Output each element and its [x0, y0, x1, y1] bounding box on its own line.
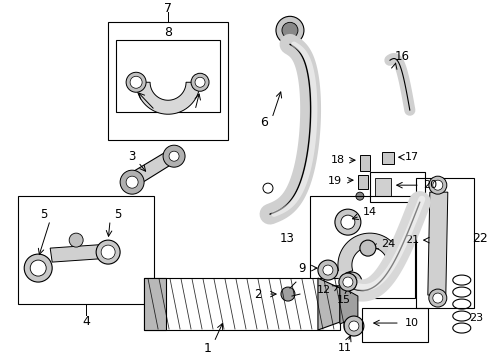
Text: 6: 6: [260, 116, 268, 129]
Circle shape: [433, 180, 443, 190]
Circle shape: [318, 260, 338, 280]
Circle shape: [429, 289, 447, 307]
Text: 4: 4: [82, 315, 90, 328]
Circle shape: [24, 254, 52, 282]
Text: 17: 17: [405, 152, 419, 162]
Text: 8: 8: [164, 26, 172, 39]
Circle shape: [360, 240, 376, 256]
Circle shape: [343, 277, 353, 287]
Polygon shape: [340, 286, 358, 324]
Text: 5: 5: [41, 208, 48, 221]
Circle shape: [335, 209, 361, 235]
Text: 10: 10: [405, 318, 419, 328]
Circle shape: [120, 170, 144, 194]
Circle shape: [429, 176, 447, 194]
Circle shape: [323, 265, 333, 275]
Polygon shape: [136, 82, 200, 114]
Circle shape: [349, 321, 359, 331]
Text: 3: 3: [128, 150, 136, 163]
Bar: [358, 175, 368, 189]
Text: 16: 16: [394, 50, 409, 63]
Circle shape: [126, 72, 146, 92]
Circle shape: [191, 73, 209, 91]
Circle shape: [69, 233, 83, 247]
Circle shape: [96, 240, 120, 264]
Circle shape: [126, 176, 138, 188]
Bar: [416, 178, 474, 308]
Bar: [18, 196, 154, 304]
Polygon shape: [318, 278, 340, 330]
Circle shape: [356, 192, 364, 200]
Circle shape: [341, 215, 355, 229]
Text: 12: 12: [317, 285, 331, 295]
Text: 18: 18: [331, 155, 345, 165]
Bar: [362, 308, 428, 342]
Circle shape: [263, 183, 273, 193]
Text: 22: 22: [472, 231, 488, 244]
Bar: [360, 155, 370, 171]
Text: 1: 1: [204, 342, 212, 355]
Text: 9: 9: [298, 262, 306, 275]
Polygon shape: [428, 192, 448, 295]
Polygon shape: [338, 233, 400, 275]
Circle shape: [163, 145, 185, 167]
Text: 14: 14: [363, 207, 377, 217]
Circle shape: [130, 76, 142, 88]
Circle shape: [30, 260, 46, 276]
Bar: [108, 22, 228, 140]
Text: 5: 5: [115, 208, 122, 221]
Circle shape: [342, 272, 362, 292]
Text: 23: 23: [469, 313, 483, 323]
Polygon shape: [121, 148, 181, 190]
Circle shape: [276, 16, 304, 44]
Text: 20: 20: [423, 180, 437, 190]
Text: 24: 24: [381, 239, 395, 249]
Text: 7: 7: [164, 2, 172, 15]
Polygon shape: [144, 278, 166, 330]
Circle shape: [344, 316, 364, 336]
Circle shape: [281, 287, 295, 301]
Bar: [116, 40, 220, 112]
Bar: [375, 178, 391, 196]
Polygon shape: [50, 244, 110, 262]
Text: 15: 15: [337, 295, 351, 305]
Text: 2: 2: [254, 288, 262, 301]
Circle shape: [101, 245, 115, 259]
Circle shape: [282, 22, 298, 38]
Circle shape: [346, 276, 358, 288]
Circle shape: [169, 151, 179, 161]
Bar: [382, 152, 394, 164]
Circle shape: [433, 293, 443, 303]
Circle shape: [339, 273, 357, 291]
Text: 21: 21: [405, 235, 419, 245]
Circle shape: [195, 77, 205, 87]
Circle shape: [344, 278, 356, 290]
Text: 11: 11: [338, 343, 352, 353]
Bar: [310, 196, 415, 298]
Bar: [370, 172, 425, 202]
Bar: [144, 278, 340, 330]
Text: 19: 19: [328, 176, 342, 186]
Text: 13: 13: [280, 231, 295, 244]
